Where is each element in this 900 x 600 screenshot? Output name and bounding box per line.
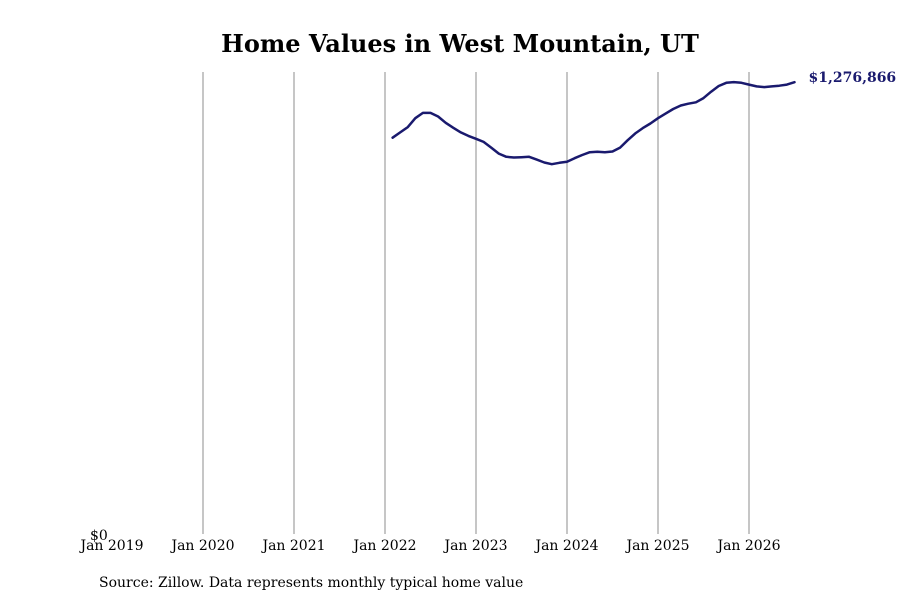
x-tick-label-2021-01: Jan 2021	[260, 538, 325, 554]
x-tick-label-2023-01: Jan 2023	[442, 538, 507, 554]
x-tick-label-2019-01: Jan 2019	[78, 538, 143, 554]
x-tick-label-2024-01: Jan 2024	[533, 538, 598, 554]
y-tick-label-zero: $0	[90, 528, 108, 544]
source-note: Source: Zillow. Data represents monthly …	[99, 575, 523, 591]
x-tick-label-2022-01: Jan 2022	[351, 538, 416, 554]
chart-title: Home Values in West Mountain, UT	[221, 29, 699, 58]
x-tick-label-2025-01: Jan 2025	[624, 538, 689, 554]
x-tick-label-2026-01: Jan 2026	[715, 538, 780, 554]
home-value-line	[391, 80, 796, 166]
x-tick-label-2020-01: Jan 2020	[169, 538, 234, 554]
latest-value-label: $1,276,866	[809, 70, 897, 86]
vertical-gridlines	[202, 72, 750, 534]
x-axis-tick-labels: Jan 2019 Jan 2020 Jan 2021 Jan 2022 Jan 2023…	[78, 538, 780, 554]
